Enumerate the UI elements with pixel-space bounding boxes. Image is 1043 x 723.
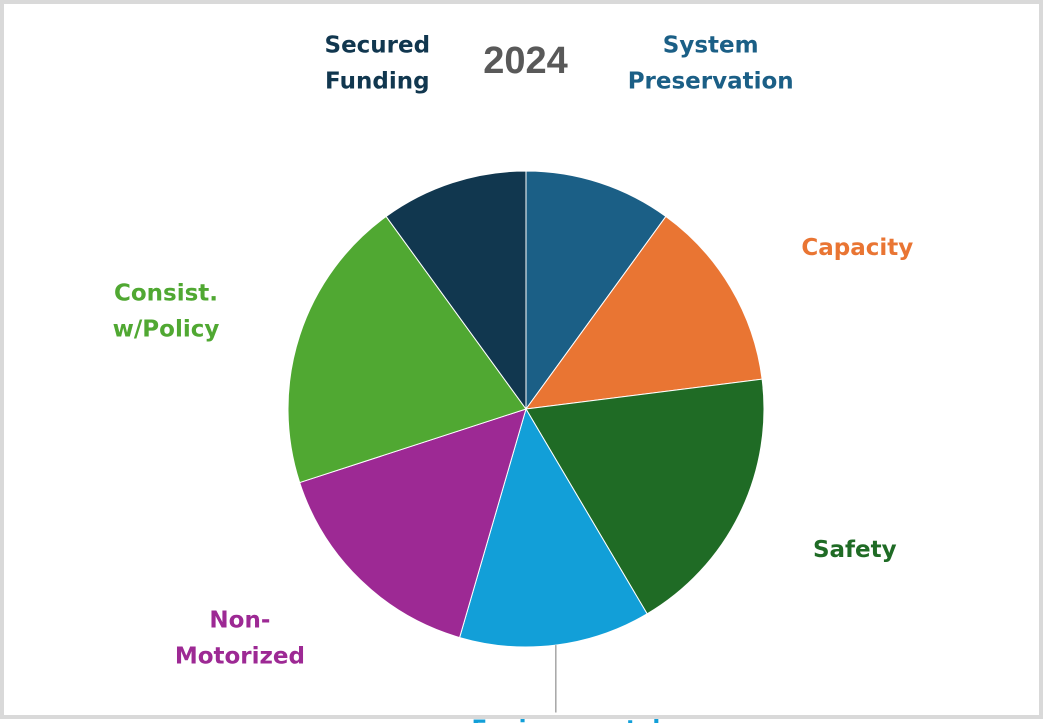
- slice-label-line: Environmental: [471, 717, 660, 723]
- slice-label-line: Funding: [325, 69, 430, 95]
- slice-label-system-preservation: System Preservation: [628, 33, 794, 95]
- slice-label-secured-funding: Secured Funding: [325, 33, 431, 95]
- slice-label-line: Capacity: [801, 235, 913, 261]
- slice-label-line: Motorized: [175, 643, 305, 669]
- slice-label-line: Safety: [813, 537, 897, 563]
- slice-label-line: w/Policy: [113, 317, 220, 343]
- slice-label-non-motorized: Non- Motorized: [175, 607, 305, 669]
- slice-label-line: Preservation: [628, 69, 794, 95]
- pie-chart: System Preservation Capacity Safety Environm…: [4, 4, 1043, 723]
- slice-label-line: System: [663, 33, 759, 59]
- slice-label-line: Secured: [325, 33, 431, 59]
- slice-label-line: Non-: [209, 607, 270, 633]
- slice-label-environmental: Environmental: [471, 717, 660, 723]
- slice-label-capacity: Capacity: [801, 235, 913, 261]
- slice-label-consist-w-policy: Consist. w/Policy: [113, 281, 220, 343]
- slice-label-line: Consist.: [114, 281, 218, 307]
- pie-slices: [288, 171, 764, 647]
- slice-label-safety: Safety: [813, 537, 897, 563]
